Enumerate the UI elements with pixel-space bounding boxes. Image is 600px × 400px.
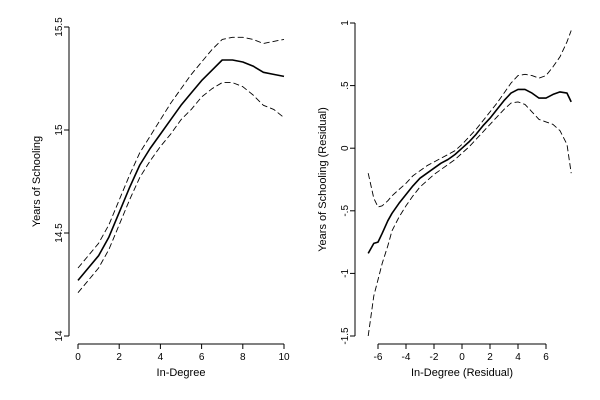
y-tick-label: -1 (340, 269, 351, 278)
x-tick-label: 4 (158, 352, 164, 363)
x-axis-title: In-Degree (Residual) (411, 367, 513, 379)
y-tick-label: .5 (340, 81, 351, 90)
panel-left-chart: 14 14.5 15 15.5 0 2 4 6 8 10 In-Degree Years of Sch… (31, 17, 290, 379)
y-axis-title: Years of Schooling (Residual) (317, 107, 329, 252)
y-tick-label: 14 (54, 330, 65, 342)
x-tick-label: 2 (487, 352, 493, 363)
y-tick-label: 0 (340, 145, 351, 151)
y-tick-label: 14.5 (54, 223, 65, 243)
ci-lower-line (77, 82, 285, 293)
x-tick-label: 6 (199, 352, 205, 363)
x-tick-label: 4 (515, 352, 521, 363)
y-tick-label: 15 (54, 124, 65, 136)
x-axis-title: In-Degree (157, 367, 206, 379)
ci-upper-line (367, 30, 572, 208)
y-tick-label: -.5 (340, 205, 351, 217)
x-tick-label: -2 (430, 352, 439, 363)
ci-upper-line (77, 36, 285, 269)
y-tick-label: 15.5 (54, 17, 65, 37)
ci-lower-line (367, 101, 572, 337)
y-axis-title: Years of Schooling (31, 136, 43, 227)
x-tick-label: 0 (75, 352, 81, 363)
x-tick-label: 0 (459, 352, 465, 363)
x-tick-label: 2 (116, 352, 122, 363)
panel-right-chart: -1.5 -1 -.5 0 .5 1 -6 -4 -2 0 2 4 6 In-Degree (Residu… (317, 20, 572, 379)
x-tick-label: 8 (240, 352, 246, 363)
fitted-line (367, 88, 572, 254)
x-tick-label: 6 (543, 352, 549, 363)
y-tick-label: -1.5 (340, 327, 351, 345)
fitted-line (77, 59, 285, 281)
x-tick-label: -4 (402, 352, 411, 363)
x-tick-label: 10 (278, 352, 290, 363)
x-tick-label: -6 (374, 352, 383, 363)
y-tick-label: 1 (340, 20, 351, 26)
